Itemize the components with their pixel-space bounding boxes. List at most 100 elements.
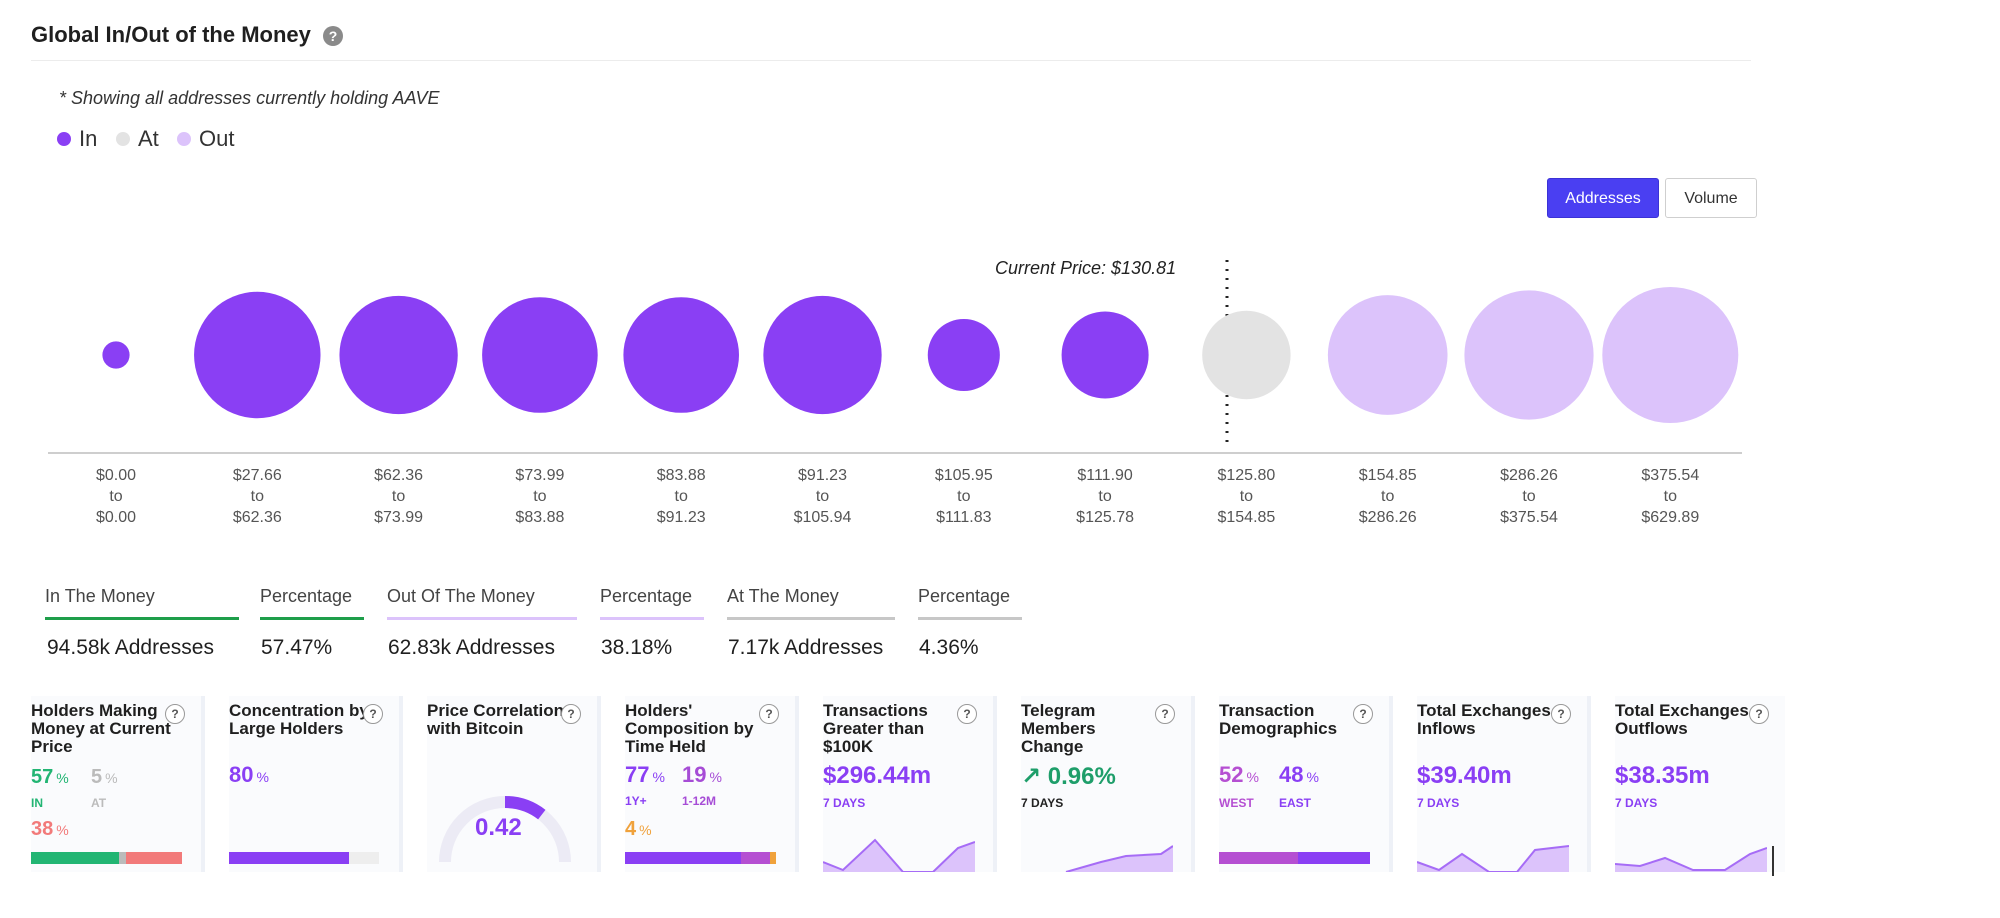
in-label: IN: [31, 796, 43, 810]
help-icon[interactable]: ?: [323, 26, 343, 46]
telegram-period: 7 DAYS: [1021, 796, 1064, 810]
card-telegram-members[interactable]: Telegram Members Change ? ↗ 0.96% 7 DAYS: [1021, 696, 1195, 872]
range-end-label: $62.36: [233, 509, 282, 526]
help-icon[interactable]: ?: [759, 704, 779, 724]
help-icon[interactable]: ?: [1749, 704, 1769, 724]
range-to-label: to: [392, 488, 405, 505]
range-end-label: $154.85: [1217, 509, 1275, 526]
correlation-gauge: [439, 796, 571, 863]
addresses-button[interactable]: Addresses: [1547, 178, 1659, 218]
out-percentage-value: 38.18%: [601, 636, 673, 659]
bubble-in: [194, 291, 321, 419]
volume-button[interactable]: Volume: [1665, 178, 1757, 218]
card-exchange-inflows[interactable]: Total Exchanges Inflows ? $39.40m 7 DAYS: [1417, 696, 1591, 872]
range-from-label: $0.00: [96, 467, 136, 484]
at-percentage-value: 4.36%: [919, 636, 979, 659]
card-holders-making-money[interactable]: Holders Making Money at Current Price ? …: [31, 696, 205, 872]
help-icon[interactable]: ?: [363, 704, 383, 724]
at-percentage-header: Percentage: [918, 586, 1022, 620]
in-the-money-header: In The Money: [45, 586, 239, 620]
range-to-label: to: [1664, 488, 1677, 505]
card-title: Holders' Composition by Time Held: [625, 701, 754, 756]
legend-item-in[interactable]: In: [57, 126, 97, 152]
at-bar-segment: [119, 852, 126, 864]
card-title: Transactions Greater than $100K: [823, 701, 928, 756]
range-from-label: $286.26: [1500, 467, 1558, 484]
east-bar-segment: [1298, 852, 1370, 864]
out-percentage-header: Percentage: [600, 586, 704, 620]
page-title: Global In/Out of the Money: [31, 22, 311, 47]
legend-label-in: In: [79, 126, 98, 151]
range-from-label: $62.36: [374, 467, 423, 484]
help-icon[interactable]: ?: [957, 704, 977, 724]
card-title: Concentration by Large Holders: [229, 701, 369, 738]
card-title: Transaction Demographics: [1219, 701, 1338, 738]
legend-item-out[interactable]: Out: [177, 126, 234, 152]
card-holders-composition[interactable]: Holders' Composition by Time Held ? 77% …: [625, 696, 799, 872]
help-icon[interactable]: ?: [561, 704, 581, 724]
help-icon[interactable]: ?: [1353, 704, 1373, 724]
card-exchange-outflows[interactable]: Total Exchanges Outflows ? $38.35m 7 DAY…: [1615, 696, 1785, 872]
range-to-label: to: [1098, 488, 1111, 505]
range-end-label: $83.88: [515, 509, 564, 526]
range-from-label: $105.95: [935, 467, 993, 484]
legend-item-at[interactable]: At: [116, 126, 159, 152]
title-divider: [31, 60, 1751, 61]
short-term-bar-segment: [770, 852, 776, 864]
bubble-in: [1061, 311, 1149, 399]
range-end-label: $105.94: [794, 509, 852, 526]
help-icon[interactable]: ?: [1155, 704, 1175, 724]
range-to-label: to: [251, 488, 264, 505]
card-title: Total Exchanges Outflows: [1615, 701, 1749, 738]
card-transaction-demographics[interactable]: Transaction Demographics ? 52% 48% WEST …: [1219, 696, 1393, 872]
arrow-up-right-icon: ↗: [1021, 763, 1042, 790]
in-value: 57%: [31, 766, 69, 788]
at-value: 5%: [91, 766, 118, 788]
range-to-label: to: [109, 488, 122, 505]
east-value: 48%: [1279, 762, 1319, 787]
help-icon[interactable]: ?: [165, 704, 185, 724]
range-from-label: $73.99: [515, 467, 564, 484]
range-to-label: to: [1240, 488, 1253, 505]
legend-dot-at-icon: [116, 132, 130, 146]
range-from-label: $91.23: [798, 467, 847, 484]
west-label: WEST: [1219, 796, 1254, 810]
west-value: 52%: [1219, 762, 1259, 787]
card-price-correlation[interactable]: Price Correlation with Bitcoin ? 0.42: [427, 696, 601, 872]
card-title: Telegram Members Change: [1021, 701, 1096, 756]
outflows-value: $38.35m: [1615, 762, 1710, 789]
current-price-label: Current Price: $130.81: [995, 258, 1177, 278]
range-to-label: to: [1381, 488, 1394, 505]
bubble-at: [1202, 310, 1291, 400]
in-percentage-value: 57.47%: [261, 636, 333, 659]
bubble-in: [102, 341, 130, 369]
bubble-chart: $0.00 to $0.00 $27.66 to $62.36 $62.36 to $73.99…: [48, 260, 1742, 526]
legend-dot-out-icon: [177, 132, 191, 146]
mid-term-bar-segment: [741, 852, 770, 864]
in-percentage-header: Percentage: [260, 586, 364, 620]
bubble-out: [1327, 295, 1448, 415]
range-from-label: $125.80: [1217, 467, 1275, 484]
card-concentration[interactable]: Concentration by Large Holders ? 80%: [229, 696, 403, 872]
card-title: Price Correlation with Bitcoin: [427, 701, 564, 738]
at-label: AT: [91, 796, 107, 810]
range-end-label: $91.23: [657, 509, 706, 526]
range-end-label: $0.00: [96, 509, 136, 526]
bubble-in: [927, 318, 1000, 392]
range-to-label: to: [533, 488, 546, 505]
range-end-label: $111.83: [936, 509, 992, 526]
concentration-value: 80%: [229, 762, 269, 787]
help-icon[interactable]: ?: [1551, 704, 1571, 724]
holdings-note: * Showing all addresses currently holdin…: [59, 88, 440, 108]
transactions-period: 7 DAYS: [823, 796, 866, 810]
outflows-period: 7 DAYS: [1615, 796, 1658, 810]
range-to-label: to: [957, 488, 970, 505]
inflows-period: 7 DAYS: [1417, 796, 1460, 810]
bubble-in: [482, 297, 598, 413]
range-from-label: $111.90: [1077, 467, 1133, 484]
in-bar-segment: [31, 852, 119, 864]
card-large-transactions[interactable]: Transactions Greater than $100K ? $296.4…: [823, 696, 997, 872]
range-to-label: to: [1522, 488, 1535, 505]
card-title: Total Exchanges Inflows: [1417, 701, 1551, 738]
transactions-sparkline: [823, 838, 975, 872]
